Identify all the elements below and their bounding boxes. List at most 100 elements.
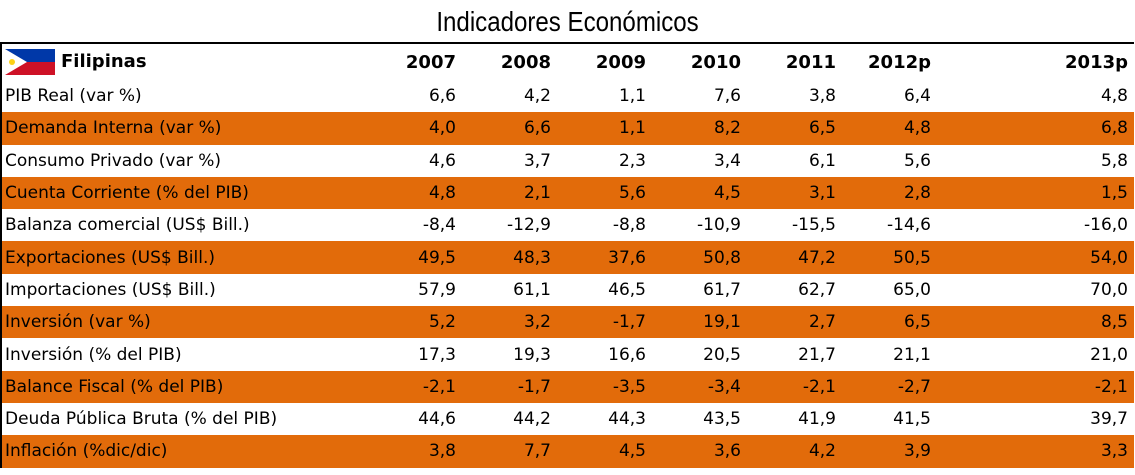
value-cell: 20,5: [703, 344, 741, 365]
value-cell: 61,1: [513, 279, 551, 300]
value-cell: 48,3: [462, 241, 557, 274]
row-label: Consumo Privado (var %): [5, 150, 222, 171]
row-label: Inversión (var %): [1, 306, 346, 339]
row-label: Demanda Interna (var %): [1, 112, 346, 145]
value-cell: 3,2: [462, 306, 557, 339]
row-label: Cuenta Corriente (% del PIB): [1, 176, 346, 210]
value-cell: 4,6: [428, 150, 456, 171]
value-cell: -8,8: [612, 215, 646, 236]
value-cell: 21,0: [1090, 344, 1128, 365]
value-cell: 19,3: [513, 344, 551, 365]
value-cell: 17,3: [418, 344, 456, 365]
value-cell: 62,7: [798, 279, 836, 300]
value-cell: 19,1: [652, 306, 747, 339]
value-cell: 65,0: [893, 279, 931, 300]
table-row: Inflación (%dic/dic) 3,8 7,7 4,5 3,6 4,2 3,9 3,…: [1, 435, 1134, 468]
table-row: Exportaciones (US$ Bill.) 49,5 48,3 37,6 50,…: [1, 241, 1134, 274]
value-cell: -14,6: [887, 215, 931, 236]
header-cell: 2013p: [1065, 51, 1128, 73]
value-cell: 3,3: [937, 435, 1134, 468]
header-row: Filipinas 2007 2008 2009 2010 2011 2012p 2013p: [1, 43, 1134, 80]
value-cell: -2,1: [937, 370, 1134, 403]
table-row: Demanda Interna (var %) 4,0 6,6 1,1 8,2 6,5 4,…: [1, 112, 1134, 145]
value-cell: 6,5: [842, 306, 937, 339]
value-cell: 1,5: [937, 176, 1134, 210]
value-cell: 70,0: [1090, 279, 1128, 300]
value-cell: 2,8: [842, 176, 937, 210]
value-cell: -1,7: [462, 370, 557, 403]
table-row: Cuenta Corriente (% del PIB) 4,8 2,1 5,6 4,5…: [1, 176, 1134, 210]
header-label: Filipinas: [61, 51, 147, 72]
header-cell: 2010: [690, 51, 741, 73]
value-cell: 1,1: [557, 112, 652, 145]
table-row: Consumo Privado (var %) 4,6 3,7 2,3 3,4 6,1 5,…: [1, 145, 1134, 177]
value-cell: -10,9: [697, 215, 741, 236]
value-cell: 61,7: [703, 279, 741, 300]
value-cell: 44,6: [418, 409, 456, 430]
value-cell: 6,6: [462, 112, 557, 145]
header-cell: 2009: [595, 51, 646, 73]
value-cell: 3,6: [652, 435, 747, 468]
value-cell: 6,1: [808, 150, 836, 171]
value-cell: 44,2: [513, 409, 551, 430]
row-label: Inflación (%dic/dic): [1, 435, 346, 468]
value-cell: -3,4: [652, 370, 747, 403]
header-cell: 2011: [785, 51, 836, 73]
value-cell: 4,8: [346, 176, 462, 210]
row-label: Balance Fiscal (% del PIB): [1, 370, 346, 403]
flag: [5, 49, 55, 75]
value-cell: -2,7: [842, 370, 937, 403]
value-cell: 3,8: [346, 435, 462, 468]
value-cell: 3,8: [808, 86, 836, 107]
title: Indicadores Económicos: [0, 0, 1135, 42]
table-row: Inversión (% del PIB) 17,3 19,3 16,6 20,5 21,…: [1, 338, 1134, 370]
value-cell: 4,8: [1100, 86, 1128, 107]
header-cell: 2007: [405, 51, 456, 73]
table-row: Deuda Pública Bruta (% del PIB) 44,6 44,2 4…: [1, 403, 1134, 435]
value-cell: 5,6: [557, 176, 652, 210]
value-cell: 4,2: [747, 435, 842, 468]
header-cell: Filipinas: [1, 43, 346, 80]
value-cell: 57,9: [418, 279, 456, 300]
value-cell: 7,7: [462, 435, 557, 468]
indicators-table: Filipinas 2007 2008 2009 2010 2011 2012p 2013p P…: [0, 42, 1134, 468]
value-cell: 43,5: [703, 409, 741, 430]
value-cell: 3,7: [523, 150, 551, 171]
table-body: Filipinas 2007 2008 2009 2010 2011 2012p 2013p P…: [1, 43, 1134, 468]
value-cell: -15,5: [792, 215, 836, 236]
value-cell: 50,5: [842, 241, 937, 274]
value-cell: 46,5: [608, 279, 646, 300]
value-cell: 3,9: [842, 435, 937, 468]
value-cell: 44,3: [608, 409, 646, 430]
table-row: Importaciones (US$ Bill.) 57,9 61,1 46,5 61,…: [1, 274, 1134, 306]
value-cell: 2,1: [462, 176, 557, 210]
value-cell: 6,6: [428, 86, 456, 107]
value-cell: -2,1: [346, 370, 462, 403]
value-cell: 16,6: [608, 344, 646, 365]
row-label: Deuda Pública Bruta (% del PIB): [5, 409, 278, 430]
value-cell: 54,0: [937, 241, 1134, 274]
value-cell: -12,9: [507, 215, 551, 236]
value-cell: 4,5: [557, 435, 652, 468]
row-label: Exportaciones (US$ Bill.): [1, 241, 346, 274]
value-cell: -8,4: [422, 215, 456, 236]
value-cell: 5,2: [346, 306, 462, 339]
value-cell: 7,6: [713, 86, 741, 107]
value-cell: 8,5: [937, 306, 1134, 339]
header-cell: 2012p: [868, 51, 931, 73]
value-cell: 50,8: [652, 241, 747, 274]
value-cell: 6,8: [937, 112, 1134, 145]
value-cell: 5,6: [903, 150, 931, 171]
value-cell: 4,8: [842, 112, 937, 145]
title-text: Indicadores Económicos: [436, 6, 699, 37]
value-cell: 6,5: [747, 112, 842, 145]
value-cell: 3,4: [713, 150, 741, 171]
header-cell: 2008: [500, 51, 551, 73]
value-cell: 21,1: [893, 344, 931, 365]
row-label: Balanza comercial (US$ Bill.): [5, 215, 250, 236]
value-cell: 4,5: [652, 176, 747, 210]
value-cell: 4,0: [346, 112, 462, 145]
value-cell: -3,5: [557, 370, 652, 403]
value-cell: -16,0: [1084, 215, 1128, 236]
value-cell: 41,9: [798, 409, 836, 430]
